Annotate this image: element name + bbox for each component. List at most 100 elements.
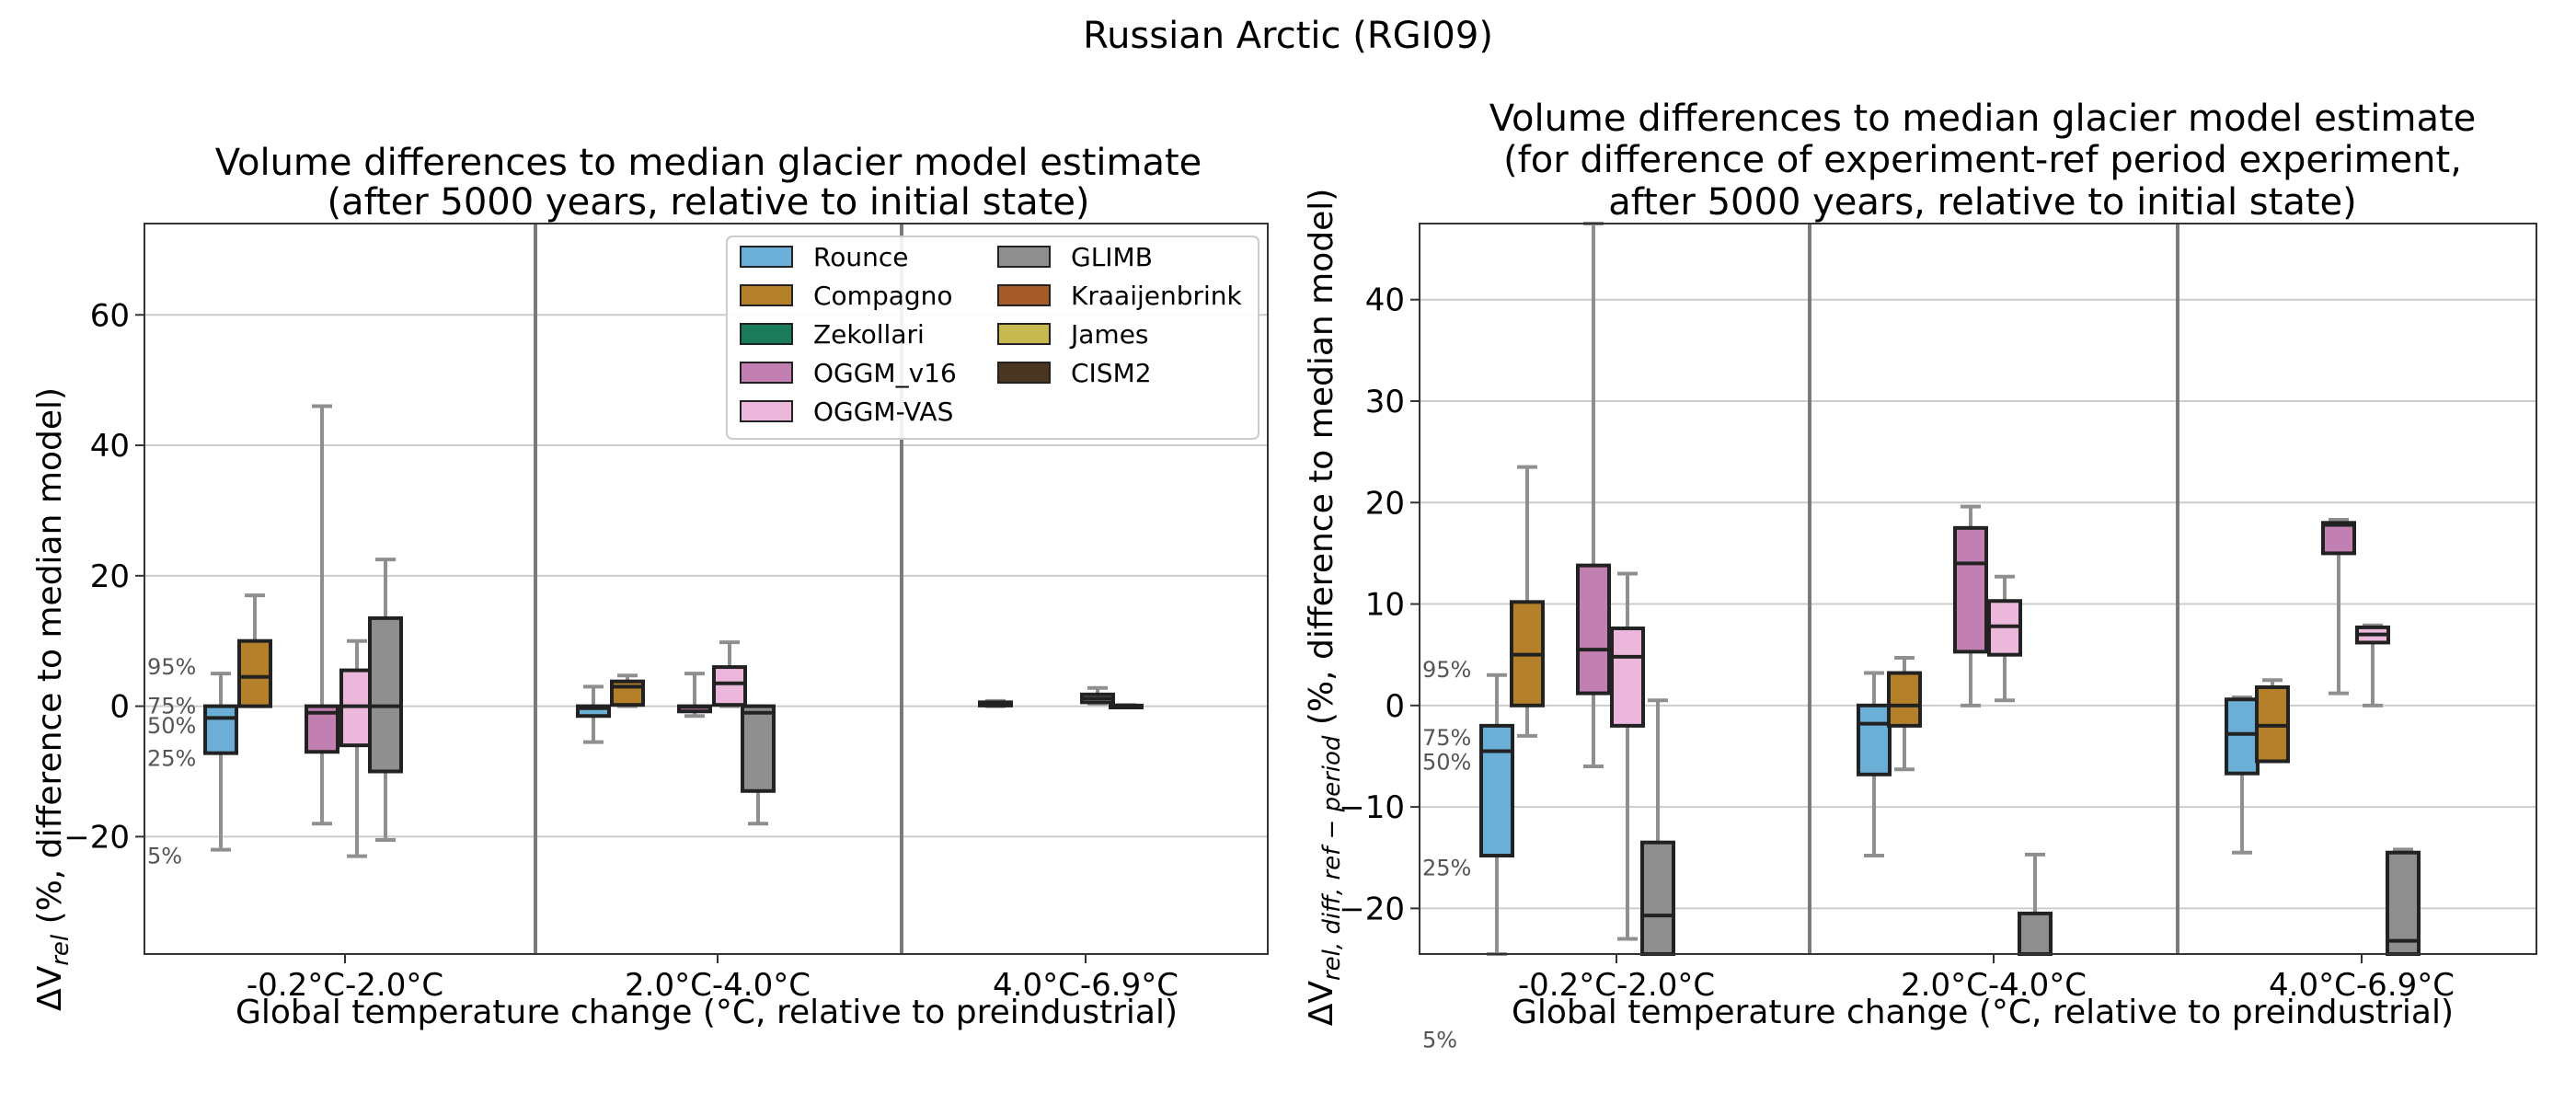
right-y-tick-label: 40 [1365, 282, 1405, 319]
right-box-oggm-vas [1987, 574, 2022, 703]
legend-label: OGGM_v16 [813, 358, 957, 388]
right-y-axis-label: ΔVrel, diff, ref − period (%, difference… [1303, 189, 1346, 1027]
legend-entry-james: James [997, 319, 1149, 350]
box-iqr [741, 704, 776, 793]
left-box-rounce [576, 684, 611, 744]
right-y-tick-label: 20 [1365, 485, 1405, 522]
box-iqr [1640, 840, 1675, 957]
right-box-glimb [1640, 698, 1675, 957]
left-title-line-1: Volume differences to median glacier mod… [215, 142, 1202, 184]
right-title-line-2: (for difference of experiment-ref period… [1503, 139, 2462, 181]
legend-swatch [997, 246, 1051, 268]
legend-entry-rounce: Rounce [740, 242, 908, 272]
left-x-tick-label: 4.0°C-6.9°C [993, 967, 1179, 1004]
left-panel-title: Volume differences to median glacier mod… [215, 142, 1202, 224]
legend-label: GLIMB [1071, 242, 1153, 272]
left-y-tick-label: 40 [90, 428, 130, 465]
left-box-oggm-v16 [305, 404, 339, 826]
right-y-tick-label: 0 [1385, 688, 1405, 725]
right-title-line-1: Volume differences to median glacier mod… [1489, 98, 2477, 140]
box-iqr [1953, 525, 1988, 654]
right-percentile-annotation: 25% [1422, 855, 1471, 880]
left-box-glimb [741, 704, 776, 826]
box-iqr [576, 704, 611, 719]
right-box-rounce [1479, 673, 1514, 956]
left-x-axis-label: Global temperature change (°C, relative … [236, 994, 1178, 1031]
right-box-rounce [1857, 671, 1892, 858]
legend-label: James [1069, 319, 1149, 350]
left-percentile-annotation: 5% [147, 844, 182, 869]
legend-label: OGGM-VAS [813, 397, 953, 427]
right-box-oggm-vas [2355, 623, 2390, 707]
box-iqr [203, 704, 238, 755]
right-x-axis-label: Global temperature change (°C, relative … [1512, 994, 2454, 1031]
right-box-oggm-vas [1610, 571, 1645, 941]
legend-swatch [740, 246, 793, 268]
legend-swatch [740, 323, 793, 345]
right-percentile-annotation: 5% [1422, 1028, 1457, 1053]
box-iqr [1479, 723, 1514, 858]
legend-swatch [997, 362, 1051, 384]
legend-label: Zekollari [813, 319, 925, 350]
right-y-tick-label: −20 [1339, 891, 1405, 927]
right-box-rounce [2225, 695, 2260, 855]
right-percentile-annotation: 95% [1422, 657, 1471, 683]
right-box-compagno [2255, 678, 2290, 764]
legend-entry-oggm-vas: OGGM-VAS [740, 397, 953, 427]
legend-swatch [740, 400, 793, 422]
legend-label: CISM2 [1071, 358, 1152, 388]
left-axes-frame [144, 223, 1269, 955]
right-box-compagno [1510, 465, 1545, 738]
left-y-axis-label: ΔVrel (%, difference to median model) [31, 387, 75, 1011]
right-box-glimb [2386, 847, 2421, 957]
left-box-rounce [203, 672, 238, 852]
right-percentile-annotation: 75% [1422, 725, 1471, 751]
box-iqr [2386, 850, 2421, 957]
left-percentile-annotation: 75% [147, 694, 196, 719]
legend-entry-glimb: GLIMB [997, 242, 1153, 272]
legend: Rounce Compagno Zekollari OGGM_v16 OGGM-VAS G… [726, 236, 1259, 440]
legend-entry-oggm-v16: OGGM_v16 [740, 358, 957, 388]
box-iqr [2225, 697, 2260, 776]
right-panel-title: Volume differences to median glacier mod… [1489, 98, 2477, 224]
left-x-tick-label: 2.0°C-4.0°C [625, 967, 811, 1004]
left-y-tick-label: −20 [63, 819, 130, 856]
legend-swatch [740, 284, 793, 306]
left-box-compagno [610, 673, 645, 708]
box-iqr [2018, 911, 2053, 957]
left-box-glimb [1109, 703, 1144, 710]
right-x-tick-label: 4.0°C-6.9°C [2269, 967, 2455, 1004]
box-iqr [712, 665, 747, 707]
legend-swatch [997, 284, 1051, 306]
left-box-compagno [978, 698, 1013, 708]
legend-label: Rounce [813, 242, 908, 272]
right-panel: Volume differences to median glacier mod… [1303, 98, 2537, 1053]
left-y-tick-label: 20 [90, 558, 130, 595]
left-box-oggm-vas [1080, 685, 1115, 706]
right-box-oggm-v16 [2321, 518, 2356, 696]
legend-entry-cism2: CISM2 [997, 358, 1152, 388]
right-y-tick-label: −10 [1339, 789, 1405, 826]
figure-title: Russian Arctic (RGI09) [1083, 15, 1493, 57]
right-x-tick-label: -0.2°C-2.0°C [1518, 967, 1715, 1004]
left-percentile-annotation: 25% [147, 745, 196, 771]
left-box-oggm-vas [712, 640, 747, 708]
left-x-tick-label: -0.2°C-2.0°C [247, 967, 443, 1004]
left-title-line-2: (after 5000 years, relative to initial s… [327, 181, 1089, 224]
box-iqr [1857, 703, 1892, 776]
legend-label: Kraaijenbrink [1071, 281, 1243, 311]
left-box-compagno [237, 593, 272, 708]
right-y-tick-label: 30 [1365, 384, 1405, 420]
box-iqr [368, 615, 403, 774]
box-iqr [1887, 671, 1922, 728]
legend-swatch [997, 323, 1051, 345]
left-y-tick-label: 0 [109, 689, 130, 726]
legend-label: Compagno [813, 281, 953, 311]
right-box-oggm-v16 [1576, 222, 1611, 768]
right-x-tick-label: 2.0°C-4.0°C [1901, 967, 2087, 1004]
right-box-oggm-v16 [1953, 504, 1988, 707]
left-box-glimb [368, 558, 403, 842]
legend-entry-zekollari: Zekollari [740, 319, 925, 350]
right-percentile-annotation: 50% [1422, 750, 1471, 776]
